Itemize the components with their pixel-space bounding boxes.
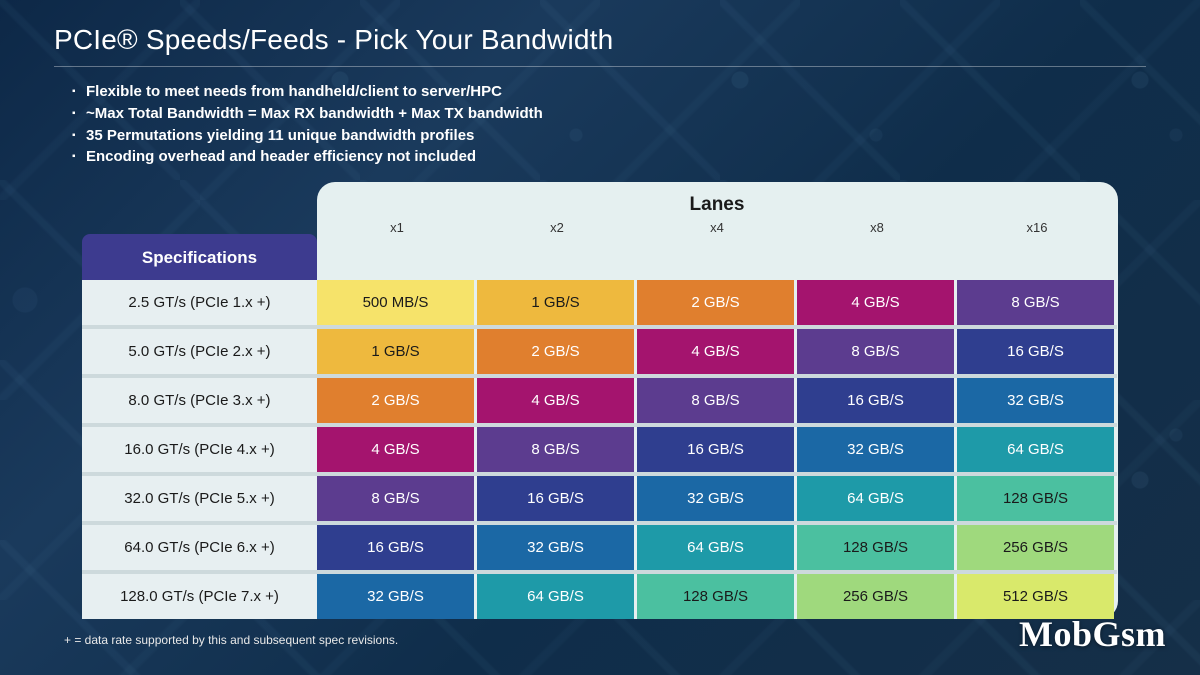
bandwidth-cell: 16 GB/S [637, 427, 794, 472]
bandwidth-cell: 64 GB/S [957, 427, 1114, 472]
bandwidth-cell: 128 GB/S [637, 574, 794, 619]
bandwidth-cell: 8 GB/S [317, 476, 474, 521]
bandwidth-cell: 2 GB/S [317, 378, 474, 423]
bandwidth-cell: 8 GB/S [797, 329, 954, 374]
footnote: + = data rate supported by this and subs… [64, 633, 1146, 647]
spec-cell: 128.0 GT/s (PCIe 7.x +) [82, 574, 317, 619]
bandwidth-cell: 256 GB/S [957, 525, 1114, 570]
spec-cell: 8.0 GT/s (PCIe 3.x +) [82, 378, 317, 423]
lane-col-header: x4 [637, 216, 797, 280]
bandwidth-cell: 256 GB/S [797, 574, 954, 619]
spec-cell: 64.0 GT/s (PCIe 6.x +) [82, 525, 317, 570]
bandwidth-cell: 4 GB/S [637, 329, 794, 374]
bandwidth-cell: 64 GB/S [477, 574, 634, 619]
spec-cell: 2.5 GT/s (PCIe 1.x +) [82, 280, 317, 325]
bandwidth-cell: 32 GB/S [957, 378, 1114, 423]
bandwidth-cell: 4 GB/S [797, 280, 954, 325]
watermark: MobGsm [1019, 613, 1166, 655]
bandwidth-cell: 4 GB/S [317, 427, 474, 472]
bullet-item: 35 Permutations yielding 11 unique bandw… [72, 125, 1146, 147]
bandwidth-cell: 128 GB/S [957, 476, 1114, 521]
bandwidth-cell: 16 GB/S [317, 525, 474, 570]
bandwidth-cell: 1 GB/S [317, 329, 474, 374]
bullet-item: Flexible to meet needs from handheld/cli… [72, 81, 1146, 103]
bandwidth-cell: 32 GB/S [797, 427, 954, 472]
bandwidth-cell: 8 GB/S [957, 280, 1114, 325]
bandwidth-cell: 500 MB/S [317, 280, 474, 325]
bandwidth-cell: 4 GB/S [477, 378, 634, 423]
page-title: PCIe® Speeds/Feeds - Pick Your Bandwidth [54, 24, 1146, 67]
bandwidth-cell: 64 GB/S [637, 525, 794, 570]
bullet-list: Flexible to meet needs from handheld/cli… [54, 81, 1146, 168]
lane-col-header: x1 [317, 216, 477, 280]
lane-col-header: x16 [957, 216, 1117, 280]
bandwidth-cell: 2 GB/S [637, 280, 794, 325]
bandwidth-cell: 32 GB/S [317, 574, 474, 619]
lanes-header: Lanes [317, 190, 1117, 216]
bandwidth-cell: 64 GB/S [797, 476, 954, 521]
lane-col-header: x2 [477, 216, 637, 280]
lane-col-header: x8 [797, 216, 957, 280]
bandwidth-cell: 128 GB/S [797, 525, 954, 570]
bandwidth-cell: 16 GB/S [957, 329, 1114, 374]
bandwidth-cell: 8 GB/S [637, 378, 794, 423]
bandwidth-cell: 16 GB/S [797, 378, 954, 423]
bandwidth-cell: 8 GB/S [477, 427, 634, 472]
bullet-item: ~Max Total Bandwidth = Max RX bandwidth … [72, 103, 1146, 125]
specifications-header: Specifications [82, 234, 317, 280]
spec-cell: 32.0 GT/s (PCIe 5.x +) [82, 476, 317, 521]
spec-cell: 5.0 GT/s (PCIe 2.x +) [82, 329, 317, 374]
bandwidth-table: LanesSpecificationsx1x2x4x8x16 2.5 GT/s (… [82, 182, 1118, 619]
bandwidth-cell: 512 GB/S [957, 574, 1114, 619]
bandwidth-cell: 32 GB/S [477, 525, 634, 570]
bullet-item: Encoding overhead and header efficiency … [72, 146, 1146, 168]
slide-content: PCIe® Speeds/Feeds - Pick Your Bandwidth… [0, 0, 1200, 647]
bandwidth-cell: 32 GB/S [637, 476, 794, 521]
bandwidth-cell: 1 GB/S [477, 280, 634, 325]
bandwidth-cell: 2 GB/S [477, 329, 634, 374]
table-grid: LanesSpecificationsx1x2x4x8x16 2.5 GT/s (… [82, 182, 1118, 619]
spec-cell: 16.0 GT/s (PCIe 4.x +) [82, 427, 317, 472]
bandwidth-cell: 16 GB/S [477, 476, 634, 521]
